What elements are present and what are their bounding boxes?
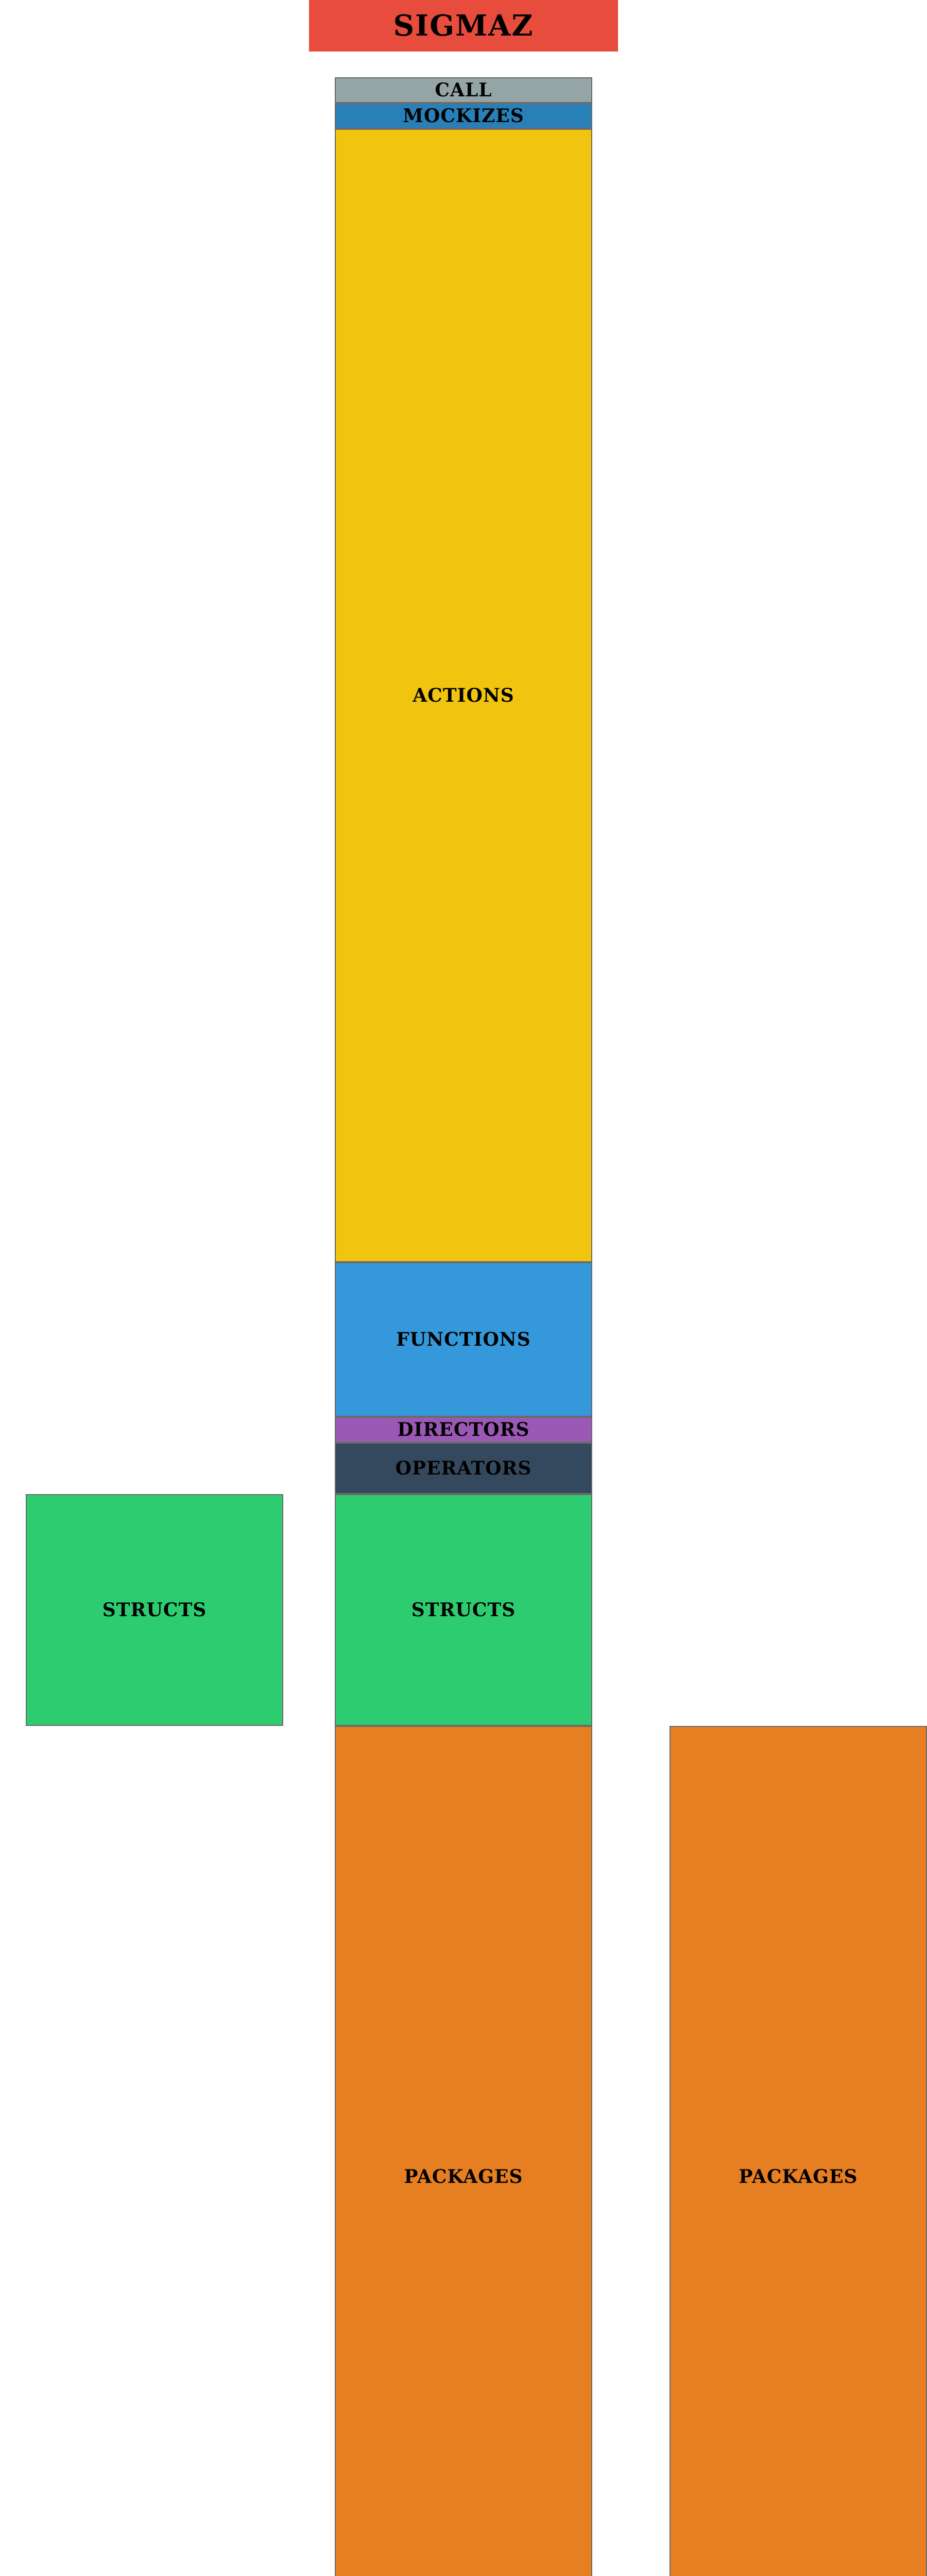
- structs-center-block: STRUCTS: [335, 1494, 592, 1726]
- mockizes-label: MOCKIZES: [403, 105, 524, 127]
- diagram-title: SIGMAZ: [393, 9, 534, 43]
- call-block: CALL: [335, 77, 592, 103]
- packages-right-label: PACKAGES: [739, 2166, 858, 2188]
- operators-block: OPERATORS: [335, 1443, 592, 1494]
- actions-label: ACTIONS: [413, 685, 514, 706]
- actions-block: ACTIONS: [335, 129, 592, 1262]
- packages-center-block: PACKAGES: [335, 1726, 592, 2576]
- mockizes-block: MOCKIZES: [335, 103, 592, 129]
- functions-label: FUNCTIONS: [396, 1329, 531, 1350]
- title-banner: SIGMAZ: [309, 0, 618, 52]
- structs-center-label: STRUCTS: [411, 1599, 516, 1621]
- structs-left-block: STRUCTS: [26, 1494, 283, 1726]
- packages-right-block: PACKAGES: [670, 1726, 927, 2576]
- call-label: CALL: [435, 79, 492, 101]
- directors-block: DIRECTORS: [335, 1417, 592, 1443]
- directors-label: DIRECTORS: [397, 1419, 530, 1440]
- functions-block: FUNCTIONS: [335, 1262, 592, 1417]
- packages-center-label: PACKAGES: [404, 2166, 523, 2188]
- operators-label: OPERATORS: [395, 1458, 532, 1479]
- structs-left-label: STRUCTS: [102, 1599, 207, 1621]
